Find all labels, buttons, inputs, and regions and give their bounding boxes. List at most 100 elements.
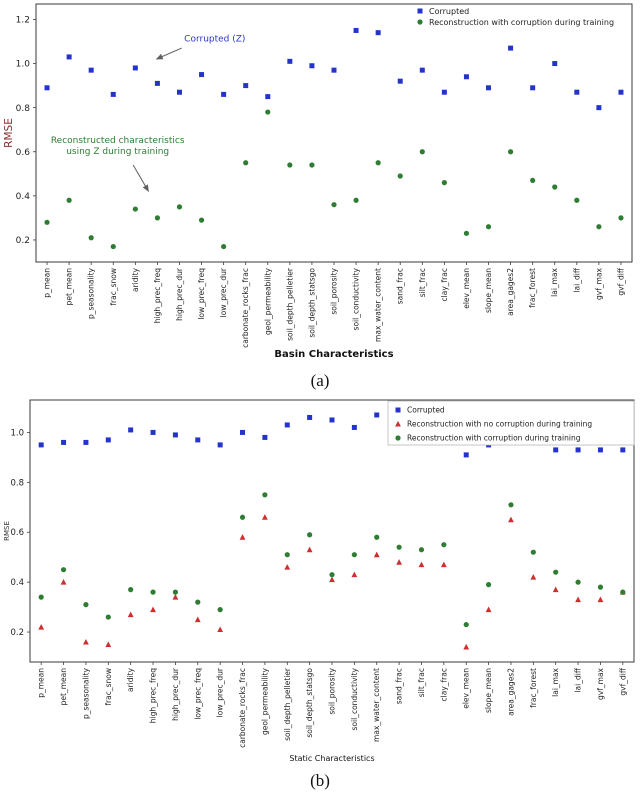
data-point-circle — [198, 217, 205, 223]
data-point-square — [553, 447, 559, 453]
data-point-square — [508, 45, 514, 51]
x-tick-label: frac_forest — [529, 668, 538, 708]
data-point-square — [374, 412, 380, 418]
y-tick-label: 0.6 — [16, 148, 31, 158]
data-point-circle — [221, 243, 227, 250]
data-point-circle — [553, 569, 559, 575]
x-tick-label: soil_depth_statsgo — [305, 668, 314, 738]
x-tick-label: soil_porosity — [330, 267, 339, 314]
data-point-triangle — [284, 564, 291, 570]
y-tick-label: 0.2 — [16, 236, 30, 246]
x-tick-label: elev_mean — [462, 668, 471, 709]
data-point-circle — [105, 614, 111, 620]
data-point-square — [150, 429, 156, 435]
data-point-circle — [172, 589, 179, 595]
legend-label: Reconstruction with no corruption during… — [407, 420, 592, 429]
data-point-circle — [83, 602, 89, 608]
y-tick-label: 0.8 — [10, 478, 24, 488]
x-tick-label: area_gages2 — [506, 668, 515, 716]
data-point-square — [83, 439, 89, 445]
x-tick-label: silt_frac — [417, 668, 426, 697]
x-tick-label: high_prec_dur — [171, 667, 180, 721]
data-point-square — [441, 89, 447, 95]
data-point-circle — [132, 206, 138, 212]
x-tick-label: clay_frac — [439, 668, 448, 701]
data-point-circle — [530, 177, 536, 184]
data-point-square — [375, 30, 381, 36]
data-point-circle — [597, 584, 604, 590]
data-point-circle — [375, 160, 381, 166]
x-tick-label: gvf_diff — [616, 267, 625, 295]
data-point-circle — [195, 599, 201, 605]
data-point-circle — [150, 589, 156, 595]
data-point-square — [552, 61, 558, 67]
data-point-square — [110, 91, 116, 97]
data-point-triangle — [440, 561, 447, 568]
annotation-text: Reconstructed characteristics — [51, 136, 185, 146]
data-point-square — [199, 72, 205, 78]
data-point-square — [486, 85, 492, 91]
x-tick-label: high_prec_freq — [149, 668, 158, 723]
x-tick-label: soil_depth_pelletier — [283, 667, 292, 741]
data-point-square — [618, 89, 624, 95]
data-point-square — [397, 78, 403, 84]
x-tick-label: pet_mean — [59, 668, 68, 706]
y-tick-label: 1.0 — [10, 428, 24, 438]
x-tick-label: frac_forest — [528, 268, 537, 308]
data-point-square — [329, 417, 335, 423]
x-tick-label: slope_mean — [484, 268, 493, 313]
x-tick-label: high_prec_freq — [153, 268, 162, 323]
data-point-square — [575, 447, 581, 453]
data-point-circle — [287, 162, 293, 168]
plot-border — [35, 3, 633, 263]
legend-marker-circle — [395, 435, 401, 441]
data-point-circle — [530, 549, 536, 555]
data-point-square — [419, 67, 425, 73]
data-point-triangle — [463, 643, 470, 650]
data-point-triangle — [217, 626, 224, 633]
x-tick-label: area_gages2 — [506, 268, 515, 316]
data-point-circle — [239, 514, 246, 520]
y-tick-label: 0.4 — [10, 578, 24, 588]
x-tick-label: soil_conductivity — [352, 267, 361, 330]
x-tick-label: aridity — [131, 267, 140, 292]
data-point-square — [284, 422, 290, 428]
data-point-square — [172, 432, 178, 438]
y-tick-label: 1.2 — [16, 16, 30, 26]
x-tick-label: sand_frac — [396, 268, 405, 304]
x-axis-label: Basin Characteristics — [274, 349, 393, 360]
data-point-square — [353, 27, 359, 33]
data-point-square — [88, 67, 94, 73]
data-point-triangle — [552, 586, 559, 593]
data-point-circle — [60, 567, 67, 573]
legend-marker-triangle — [395, 420, 401, 427]
x-tick-label: gvf_max — [596, 667, 605, 699]
x-axis-label: Static Characteristics — [289, 754, 374, 763]
data-point-circle — [243, 160, 249, 166]
data-point-square — [331, 67, 337, 73]
data-point-triangle — [530, 574, 537, 580]
data-point-circle — [38, 594, 44, 600]
x-tick-label: clay_frac — [440, 268, 449, 301]
data-point-square — [351, 424, 357, 430]
x-tick-label: geol_permeability — [263, 267, 272, 335]
legend-marker-square — [417, 8, 423, 14]
data-point-triangle — [127, 611, 134, 618]
data-point-circle — [485, 224, 492, 230]
annotation-arrow — [155, 47, 182, 60]
x-tick-label: pet_mean — [65, 268, 74, 306]
data-point-circle — [44, 219, 50, 225]
data-point-square — [243, 83, 249, 89]
data-point-square — [262, 434, 268, 440]
data-point-circle — [618, 215, 624, 221]
x-tick-label: geol_permeability — [260, 667, 269, 735]
y-tick-label: 0.2 — [10, 628, 24, 638]
x-tick-label: frac_snow — [109, 268, 118, 306]
data-point-circle — [262, 492, 268, 498]
data-point-circle — [485, 582, 492, 588]
y-tick-label: 1.0 — [16, 60, 31, 70]
legend-label: Reconstruction with corruption during tr… — [407, 434, 581, 443]
x-tick-label: max_water_content — [372, 668, 381, 742]
x-tick-label: sand_frac — [395, 668, 404, 704]
x-tick-label: lai_max — [550, 267, 559, 296]
